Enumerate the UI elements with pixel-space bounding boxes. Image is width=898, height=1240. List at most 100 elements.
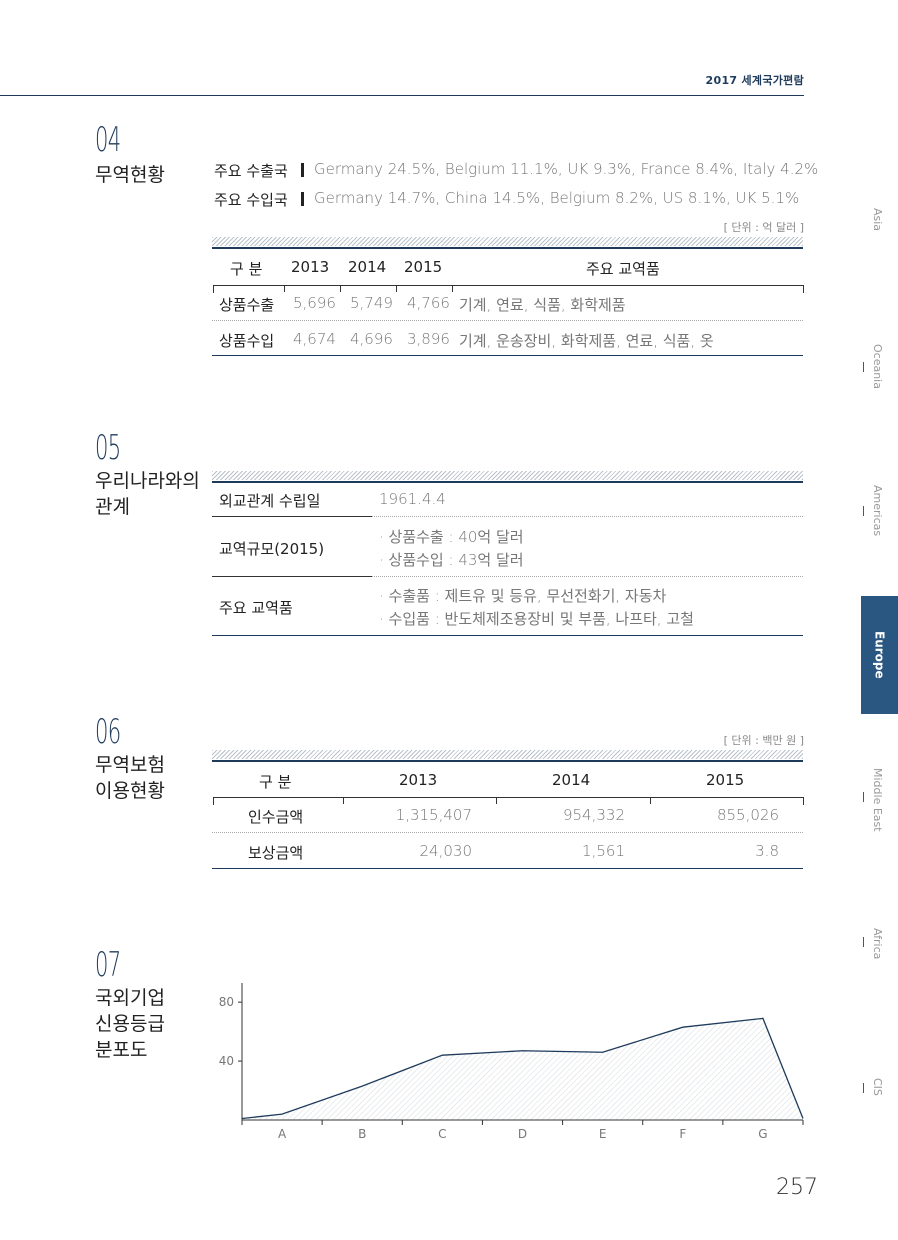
insurance-table-header: 2015	[706, 771, 745, 789]
row-divider	[212, 320, 803, 321]
unit-label: [ 단위 : 백만 원 ]	[723, 734, 804, 747]
insurance-table-header: 구 분	[259, 773, 292, 791]
side-nav-oceania[interactable]: Oceania	[871, 344, 884, 389]
import-countries-value: Germany 14.7%, China 14.5%, Belgium 8.2%…	[314, 189, 800, 207]
trade-table-header: 2013	[291, 258, 330, 276]
insurance-cell: 855,026	[716, 806, 779, 824]
header-tick	[496, 797, 497, 804]
trade-table-header: 2014	[348, 258, 387, 276]
header-tick	[340, 285, 341, 292]
insurance-row-label: 인수금액	[248, 808, 304, 826]
trade-row-label: 상품수입	[219, 332, 275, 350]
relation-row-label: 외교관계 수립일	[219, 492, 321, 510]
section-06-title: 무역보험	[95, 754, 165, 776]
section-07-title: 국외기업	[95, 987, 165, 1009]
section-07-number: 07	[95, 945, 121, 985]
x-tick-label: C	[438, 1127, 446, 1141]
y-tick-label: 80	[219, 995, 234, 1009]
area-fill	[242, 1018, 803, 1120]
trade-table-header: 구 분	[230, 260, 263, 278]
row-divider	[212, 832, 803, 833]
section-05-title: 우리나라와의	[95, 470, 200, 492]
credit-rating-chart: 40 80 A B C D E F G	[219, 983, 804, 1141]
table-bottom-rule	[212, 355, 803, 356]
trade-cell: 5,749	[350, 294, 393, 312]
insurance-cell: 24,030	[419, 842, 473, 860]
table-hatch	[212, 471, 803, 480]
trade-cell: 기계, 연료, 식품, 화학제품	[459, 296, 626, 314]
relation-cell: · 수출품 : 제트유 및 등유, 무선전화기, 자동차	[379, 587, 667, 605]
x-tick-label: D	[518, 1127, 527, 1141]
side-nav-europe-tab[interactable]	[861, 596, 898, 714]
side-nav-tick	[863, 792, 864, 802]
relation-cell: 1961.4.4	[379, 490, 446, 508]
page-number: 257	[776, 1175, 818, 1200]
row-divider	[372, 576, 803, 577]
publication-title: 2017 세계국가편람	[705, 74, 804, 87]
trade-cell: 5,696	[293, 294, 336, 312]
side-nav-asia[interactable]: Asia	[871, 208, 884, 232]
export-countries-value: Germany 24.5%, Belgium 11.1%, UK 9.3%, F…	[314, 160, 819, 178]
trade-table-header: 주요 교역품	[586, 260, 660, 278]
trade-cell: 4,766	[407, 294, 450, 312]
section-05-title: 관계	[95, 496, 130, 518]
side-nav-cis[interactable]: CIS	[871, 1078, 884, 1096]
side-nav-americas[interactable]: Americas	[871, 485, 884, 537]
relation-cell: · 상품수출 : 40억 달러	[379, 528, 524, 546]
table-top-rule	[212, 481, 803, 483]
insurance-cell: 954,332	[562, 806, 625, 824]
section-06-number: 06	[95, 712, 121, 752]
table-hatch	[212, 750, 803, 759]
header-tick	[452, 285, 453, 292]
trade-cell: 4,674	[293, 330, 336, 348]
side-nav-tick	[863, 1083, 864, 1093]
x-tick-label: F	[679, 1127, 686, 1141]
unit-label: [ 단위 : 억 달러 ]	[723, 221, 804, 234]
table-top-rule	[212, 247, 803, 249]
insurance-table-header: 2013	[399, 771, 438, 789]
x-tick-label: G	[758, 1127, 767, 1141]
side-nav-tick	[863, 506, 864, 516]
x-tick-label: A	[278, 1127, 287, 1141]
y-tick-label: 40	[219, 1054, 234, 1068]
trade-table-header: 2015	[404, 258, 443, 276]
section-04-number: 04	[95, 120, 121, 160]
header-tick	[343, 797, 344, 804]
insurance-cell: 3.8	[755, 842, 779, 860]
import-countries-label: 주요 수입국	[214, 191, 288, 209]
insurance-cell: 1,561	[582, 842, 625, 860]
relation-row-label: 주요 교역품	[219, 599, 293, 617]
trade-cell: 3,896	[407, 330, 450, 348]
header-divider	[0, 95, 804, 96]
insurance-table-header: 2014	[552, 771, 591, 789]
header-tick	[284, 285, 285, 292]
table-top-rule	[212, 760, 803, 762]
side-nav-tick	[863, 937, 864, 947]
section-05-number: 05	[95, 428, 121, 468]
section-04-title: 무역현황	[95, 164, 165, 186]
side-nav-europe[interactable]: Europe	[872, 631, 887, 679]
x-tick-label: B	[358, 1127, 366, 1141]
relation-cell: · 수입품 : 반도체제조용장비 및 부품, 나프타, 고철	[379, 610, 694, 628]
row-divider	[372, 516, 803, 517]
trade-cell: 4,696	[350, 330, 393, 348]
insurance-row-label: 보상금액	[248, 844, 304, 862]
insurance-cell: 1,315,407	[395, 806, 472, 824]
export-countries-label: 주요 수출국	[214, 162, 288, 180]
relation-row-label: 교역규모(2015)	[219, 540, 325, 558]
side-nav-middle-east[interactable]: Middle East	[871, 768, 884, 832]
side-nav-africa[interactable]: Africa	[871, 928, 884, 960]
trade-row-label: 상품수출	[219, 296, 275, 314]
x-tick-label: E	[599, 1127, 607, 1141]
header-tick	[396, 285, 397, 292]
section-07-title: 신용등급	[95, 1013, 165, 1035]
section-06-title: 이용현황	[95, 780, 165, 802]
header-bracket	[213, 797, 804, 805]
section-07-title: 분포도	[95, 1039, 148, 1061]
table-bottom-rule	[212, 868, 803, 869]
trade-cell: 기계, 운송장비, 화학제품, 연료, 식품, 옷	[459, 332, 714, 350]
table-bottom-rule	[212, 635, 803, 636]
side-nav-tick	[863, 362, 864, 372]
header-tick	[650, 797, 651, 804]
relation-cell: · 상품수입 : 43억 달러	[379, 551, 524, 569]
